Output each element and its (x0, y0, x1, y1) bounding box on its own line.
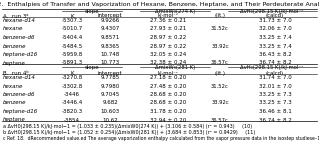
Text: 31.73 ± 7.0: 31.73 ± 7.0 (259, 18, 291, 23)
Text: hexane: hexane (3, 83, 23, 88)
Text: heptane: heptane (3, 61, 26, 66)
Text: 27.36 ± 0.21: 27.36 ± 0.21 (150, 18, 186, 23)
Text: -3446.4: -3446.4 (61, 100, 83, 106)
Text: 32.38 ± 0.24: 32.38 ± 0.24 (150, 61, 186, 66)
Text: hexane: hexane (3, 27, 23, 31)
Text: 9.7045: 9.7045 (100, 92, 120, 97)
Text: 36.57c: 36.57c (211, 118, 229, 122)
Text: 32.05 ± 0.24: 32.05 ± 0.24 (150, 52, 186, 57)
Text: 33.92c: 33.92c (211, 100, 229, 106)
Text: 28.68 ± 0.20: 28.68 ± 0.20 (150, 92, 186, 97)
Text: 33.25 ± 7.3: 33.25 ± 7.3 (259, 92, 291, 97)
Text: 10.603: 10.603 (100, 109, 120, 114)
Text: -3854: -3854 (64, 118, 80, 122)
Text: -5484.5: -5484.5 (61, 43, 83, 49)
Text: (lit.): (lit.) (214, 13, 226, 18)
Text: 32.94 ± 0.20: 32.94 ± 0.20 (150, 118, 186, 122)
Text: 33.92c: 33.92c (211, 43, 229, 49)
Text: 36.46 ± 8.1: 36.46 ± 8.1 (259, 109, 291, 114)
Text: benzene: benzene (3, 100, 26, 106)
Text: 9.8571: 9.8571 (100, 35, 120, 40)
Text: -5959.8: -5959.8 (61, 52, 83, 57)
Text: K: K (70, 13, 74, 18)
Text: -3820.3: -3820.3 (61, 109, 83, 114)
Text: 36.74 ± 8.2: 36.74 ± 8.2 (259, 118, 291, 122)
Text: 36.43 ± 8.2: 36.43 ± 8.2 (259, 52, 291, 57)
Text: Table 2.  Enthalpies of Transfer and Vaporization of Hexane, Benzene, Heptane, a: Table 2. Enthalpies of Transfer and Vapo… (0, 2, 319, 7)
Text: (calcd): (calcd) (266, 13, 284, 18)
Text: -3446: -3446 (64, 92, 80, 97)
Text: 36.57c: 36.57c (211, 61, 229, 66)
Text: -5307.3: -5307.3 (61, 18, 83, 23)
Text: benzene: benzene (3, 43, 26, 49)
Text: ΔmixW₀(274 K): ΔmixW₀(274 K) (155, 9, 195, 15)
Text: intercept: intercept (98, 13, 122, 18)
Text: slope: slope (85, 66, 99, 70)
Text: 31.78 ± 0.20: 31.78 ± 0.20 (150, 109, 186, 114)
Text: 10.62: 10.62 (102, 118, 118, 122)
Text: -5891.3: -5891.3 (61, 61, 83, 66)
Text: 27.48 ± 0.20: 27.48 ± 0.20 (150, 83, 186, 88)
Text: (lit.): (lit.) (214, 70, 226, 76)
Text: 33.25 ± 7.4: 33.25 ± 7.4 (259, 35, 291, 40)
Text: A.  run 3ᵃ: A. run 3ᵃ (3, 13, 28, 18)
Text: 36.74 ± 8.2: 36.74 ± 8.2 (259, 61, 291, 66)
Text: 9.4307: 9.4307 (100, 27, 120, 31)
Text: 9.8365: 9.8365 (100, 43, 120, 49)
Text: 9.9266: 9.9266 (100, 18, 120, 23)
Text: (calcd): (calcd) (266, 70, 284, 76)
Text: 27.18 ± 0.20: 27.18 ± 0.20 (150, 75, 186, 80)
Text: 32.06 ± 7.0: 32.06 ± 7.0 (259, 27, 291, 31)
Text: ΔmixW₀(281 K): ΔmixW₀(281 K) (155, 66, 195, 70)
Text: benzene-d6: benzene-d6 (3, 92, 35, 97)
Text: 28.68 ± 0.20: 28.68 ± 0.20 (150, 100, 186, 106)
Text: a ΔvH0(298.15 K)/kJ·mol−1 = (1.033 ± 0.235)(ΔmixW0(274 K)) + (3.106 ± 0.584) (r²: a ΔvH0(298.15 K)/kJ·mol−1 = (1.033 ± 0.2… (3, 124, 252, 129)
Text: kJ·mol⁻¹: kJ·mol⁻¹ (158, 70, 178, 76)
Text: ΔvH₀(298.15 K)/kJ·mol⁻¹: ΔvH₀(298.15 K)/kJ·mol⁻¹ (241, 66, 304, 70)
Text: -3270.8: -3270.8 (61, 75, 83, 80)
Text: -5404.4: -5404.4 (61, 35, 83, 40)
Text: ΔvH₀(298.15 K)/kJ·mol⁻¹: ΔvH₀(298.15 K)/kJ·mol⁻¹ (241, 9, 304, 15)
Text: heptane-d16: heptane-d16 (3, 52, 38, 57)
Text: hexane-d14: hexane-d14 (3, 18, 36, 23)
Text: -3302.8: -3302.8 (61, 83, 83, 88)
Text: 33.25 ± 7.4: 33.25 ± 7.4 (259, 43, 291, 49)
Text: hexane-d14: hexane-d14 (3, 75, 36, 80)
Text: heptane-d16: heptane-d16 (3, 109, 38, 114)
Text: 28.97 ± 0.22: 28.97 ± 0.22 (150, 35, 186, 40)
Text: c Ref. 18.  dRecommended value.ed The average vaporization enthalpy calculated f: c Ref. 18. dRecommended value.ed The ave… (3, 136, 319, 141)
Text: 27.93 ± 0.21: 27.93 ± 0.21 (150, 27, 186, 31)
Text: 10.773: 10.773 (100, 61, 120, 66)
Text: 9.7980: 9.7980 (100, 83, 120, 88)
Text: -5010.7: -5010.7 (61, 27, 83, 31)
Text: 33.25 ± 7.3: 33.25 ± 7.3 (259, 100, 291, 106)
Text: benzene-d6: benzene-d6 (3, 35, 35, 40)
Text: 31.74 ± 7.0: 31.74 ± 7.0 (259, 75, 291, 80)
Text: heptane: heptane (3, 118, 26, 122)
Text: 31.52c: 31.52c (211, 83, 229, 88)
Text: intercept: intercept (98, 70, 122, 76)
Text: B.  run 4ᵇ: B. run 4ᵇ (3, 70, 29, 76)
Text: 10.748: 10.748 (100, 52, 120, 57)
Text: 9.682: 9.682 (102, 100, 118, 106)
Text: slope: slope (85, 9, 99, 15)
Text: 31.52c: 31.52c (211, 27, 229, 31)
Text: b ΔvH0(298.15 K)/kJ·mol−1 = (1.052 ± 0.254)(ΔmixW0(281 K)) + (3.684 ± 0.853) (r²: b ΔvH0(298.15 K)/kJ·mol−1 = (1.052 ± 0.2… (3, 130, 255, 135)
Text: kJ·mol⁻¹: kJ·mol⁻¹ (158, 13, 178, 18)
Text: 32.01 ± 7.0: 32.01 ± 7.0 (259, 83, 291, 88)
Text: 28.97 ± 0.22: 28.97 ± 0.22 (150, 43, 186, 49)
Text: K: K (70, 70, 74, 76)
Text: 9.7785: 9.7785 (100, 75, 120, 80)
